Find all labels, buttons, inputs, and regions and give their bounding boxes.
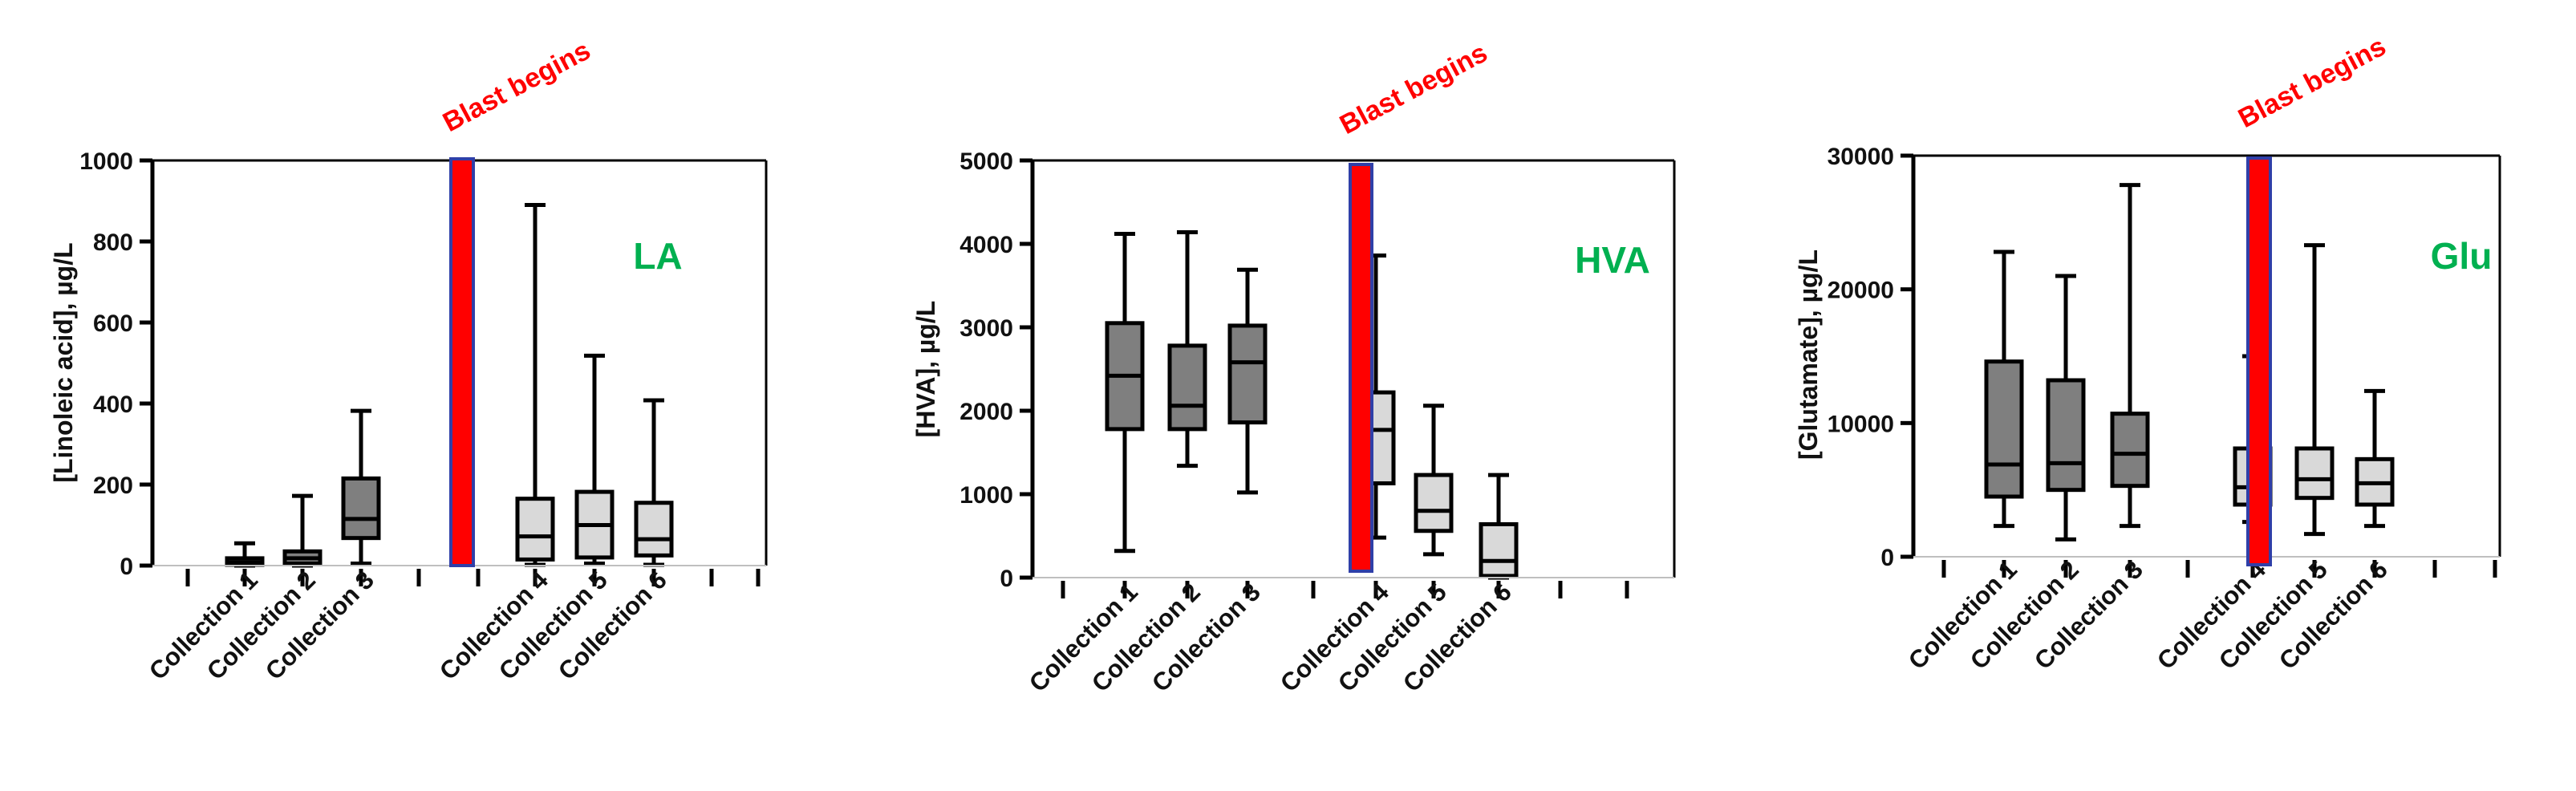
box-collection-5 <box>574 353 615 566</box>
y-tick-label: 800 <box>93 229 133 256</box>
box-iqr <box>1227 323 1268 425</box>
box-collection-1 <box>1984 249 2024 529</box>
box-iqr <box>634 501 674 558</box>
box-collection-3 <box>1227 267 1268 495</box>
box-collection-4 <box>515 203 555 567</box>
box-collection-6 <box>634 398 674 567</box>
box-iqr <box>515 497 555 562</box>
blast-marker-bar <box>2246 156 2272 566</box>
y-axis-label: [Glutamate], µg/L <box>1794 249 1823 460</box>
y-tick-label: 200 <box>93 473 133 499</box>
box-collection-2 <box>2046 274 2086 542</box>
blast-marker-bar <box>1349 163 1373 573</box>
y-tick-label: 0 <box>1880 545 1894 571</box>
analyte-tag: Glu <box>2431 235 2493 277</box>
y-tick-label: 1000 <box>959 482 1013 509</box>
y-tick-label: 4000 <box>959 232 1013 258</box>
y-tick-label: 30000 <box>1828 144 1894 170</box>
y-tick-label: 10000 <box>1828 411 1894 437</box>
box-iqr <box>2110 412 2150 489</box>
box-collection-3 <box>2110 183 2150 529</box>
box-iqr <box>2294 446 2335 501</box>
box-iqr <box>1479 521 1519 578</box>
box-collection-1 <box>225 541 265 568</box>
box-collection-2 <box>1167 229 1207 469</box>
blast-begins-annotation: Blast begins <box>2233 31 2391 134</box>
y-tick-label: 5000 <box>959 148 1013 175</box>
blast-begins-annotation: Blast begins <box>438 35 595 138</box>
analyte-tag: LA <box>633 235 682 277</box>
box-collection-5 <box>2294 243 2335 537</box>
box-collection-6 <box>2355 388 2395 529</box>
box-iqr <box>1984 359 2024 499</box>
y-tick-label: 1000 <box>79 148 133 175</box>
y-tick-label: 3000 <box>959 315 1013 342</box>
box-iqr <box>1414 473 1454 533</box>
y-tick-label: 600 <box>93 310 133 337</box>
blast-marker-bar <box>449 157 475 567</box>
box-iqr <box>341 476 381 541</box>
analyte-tag: HVA <box>1575 239 1650 281</box>
y-tick-label: 0 <box>120 554 133 580</box>
y-tick-label: 400 <box>93 391 133 418</box>
box-collection-3 <box>341 408 381 566</box>
box-iqr <box>1167 343 1207 432</box>
y-tick-label: 2000 <box>959 399 1013 425</box>
blast-begins-annotation: Blast begins <box>1335 38 1492 140</box>
box-iqr <box>2046 378 2086 493</box>
y-tick-label: 20000 <box>1828 278 1894 304</box>
box-collection-1 <box>1105 232 1145 554</box>
box-collection-2 <box>282 493 323 568</box>
box-collection-5 <box>1414 404 1454 557</box>
y-axis-label: [Linoleic acid], µg/L <box>49 242 78 482</box>
y-axis-label: [HVA], µg/L <box>911 301 940 438</box>
box-collection-6 <box>1479 473 1519 580</box>
y-tick-label: 0 <box>1000 566 1013 592</box>
